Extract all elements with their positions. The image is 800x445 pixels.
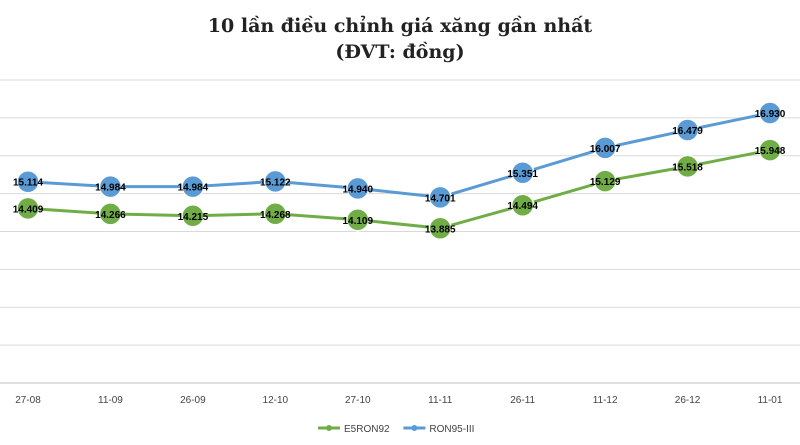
- x-tick-label: 11-12: [593, 395, 618, 406]
- data-label: 14.266: [95, 210, 126, 221]
- x-tick-label: 11-09: [98, 395, 123, 406]
- data-point: [593, 136, 617, 160]
- data-label: 15.351: [507, 169, 538, 180]
- data-point: [758, 138, 782, 162]
- data-label: 15.948: [755, 146, 786, 157]
- x-tick-label: 11-11: [428, 395, 453, 406]
- data-label: 16.930: [755, 109, 786, 120]
- data-point: [675, 118, 700, 142]
- data-point: [428, 216, 452, 241]
- data-point: [510, 161, 535, 185]
- data-label: 15.129: [590, 177, 621, 188]
- data-point: [263, 202, 288, 226]
- x-tick-label: 11-01: [758, 395, 783, 406]
- legend-item: RON95-III: [403, 424, 474, 435]
- data-point: [16, 169, 40, 194]
- data-label: 13.885: [425, 224, 456, 235]
- data-label: 15.114: [13, 178, 43, 189]
- series-line-ron95-iii: [27, 111, 771, 199]
- data-label: 14.984: [178, 183, 209, 194]
- data-label: 15.518: [672, 162, 703, 173]
- data-point: [346, 208, 370, 232]
- x-tick-label: 26-12: [675, 395, 701, 406]
- data-point: [98, 202, 123, 226]
- data-label: 14.940: [342, 184, 373, 195]
- data-label: 14.268: [260, 210, 291, 221]
- legend-label: RON95-III: [429, 424, 474, 435]
- data-label: 14.494: [507, 201, 538, 212]
- chart-subtitle: (ĐVT: đồng): [335, 41, 464, 63]
- series-group: 14.409 14.266 14.215 14.268 14.109 13.885 14.4…: [13, 101, 786, 241]
- data-point: [263, 169, 288, 194]
- x-tick-label: 27-10: [345, 395, 371, 406]
- data-label: 15.122: [260, 177, 291, 188]
- x-tick-label: 26-11: [510, 395, 535, 406]
- data-label: 14.109: [342, 216, 373, 227]
- data-point: [428, 185, 452, 210]
- data-point: [98, 174, 123, 199]
- data-label: 14.984: [95, 183, 126, 194]
- x-tick-label: 12-10: [263, 395, 289, 406]
- data-label: 16.007: [590, 144, 621, 155]
- data-point: [758, 101, 782, 125]
- legend: E5RON92 RON95-III: [318, 424, 474, 435]
- chart-title: 10 lần điều chỉnh giá xăng gần nhất: [208, 15, 593, 37]
- data-label: 16.479: [672, 126, 703, 137]
- data-label: 14.701: [425, 193, 456, 204]
- legend-label: E5RON92: [344, 424, 390, 435]
- data-label: 14.409: [13, 204, 44, 215]
- data-point: [346, 176, 370, 201]
- data-point: [181, 174, 205, 199]
- x-tick-label: 26-09: [180, 395, 206, 406]
- data-point: [675, 154, 700, 179]
- x-axis: 27-08 11-09 26-09 12-10 27-10 11-11 26-11 11-12…: [0, 382, 800, 406]
- data-point: [16, 196, 40, 221]
- legend-marker: [326, 425, 332, 431]
- data-point: [181, 204, 205, 228]
- data-point: [510, 193, 535, 217]
- series-line-e5ron92: [27, 148, 771, 230]
- x-tick-label: 27-08: [15, 395, 41, 406]
- data-label: 14.215: [178, 212, 209, 223]
- legend-item: E5RON92: [318, 424, 390, 435]
- data-point: [593, 169, 617, 193]
- legend-marker: [411, 425, 418, 431]
